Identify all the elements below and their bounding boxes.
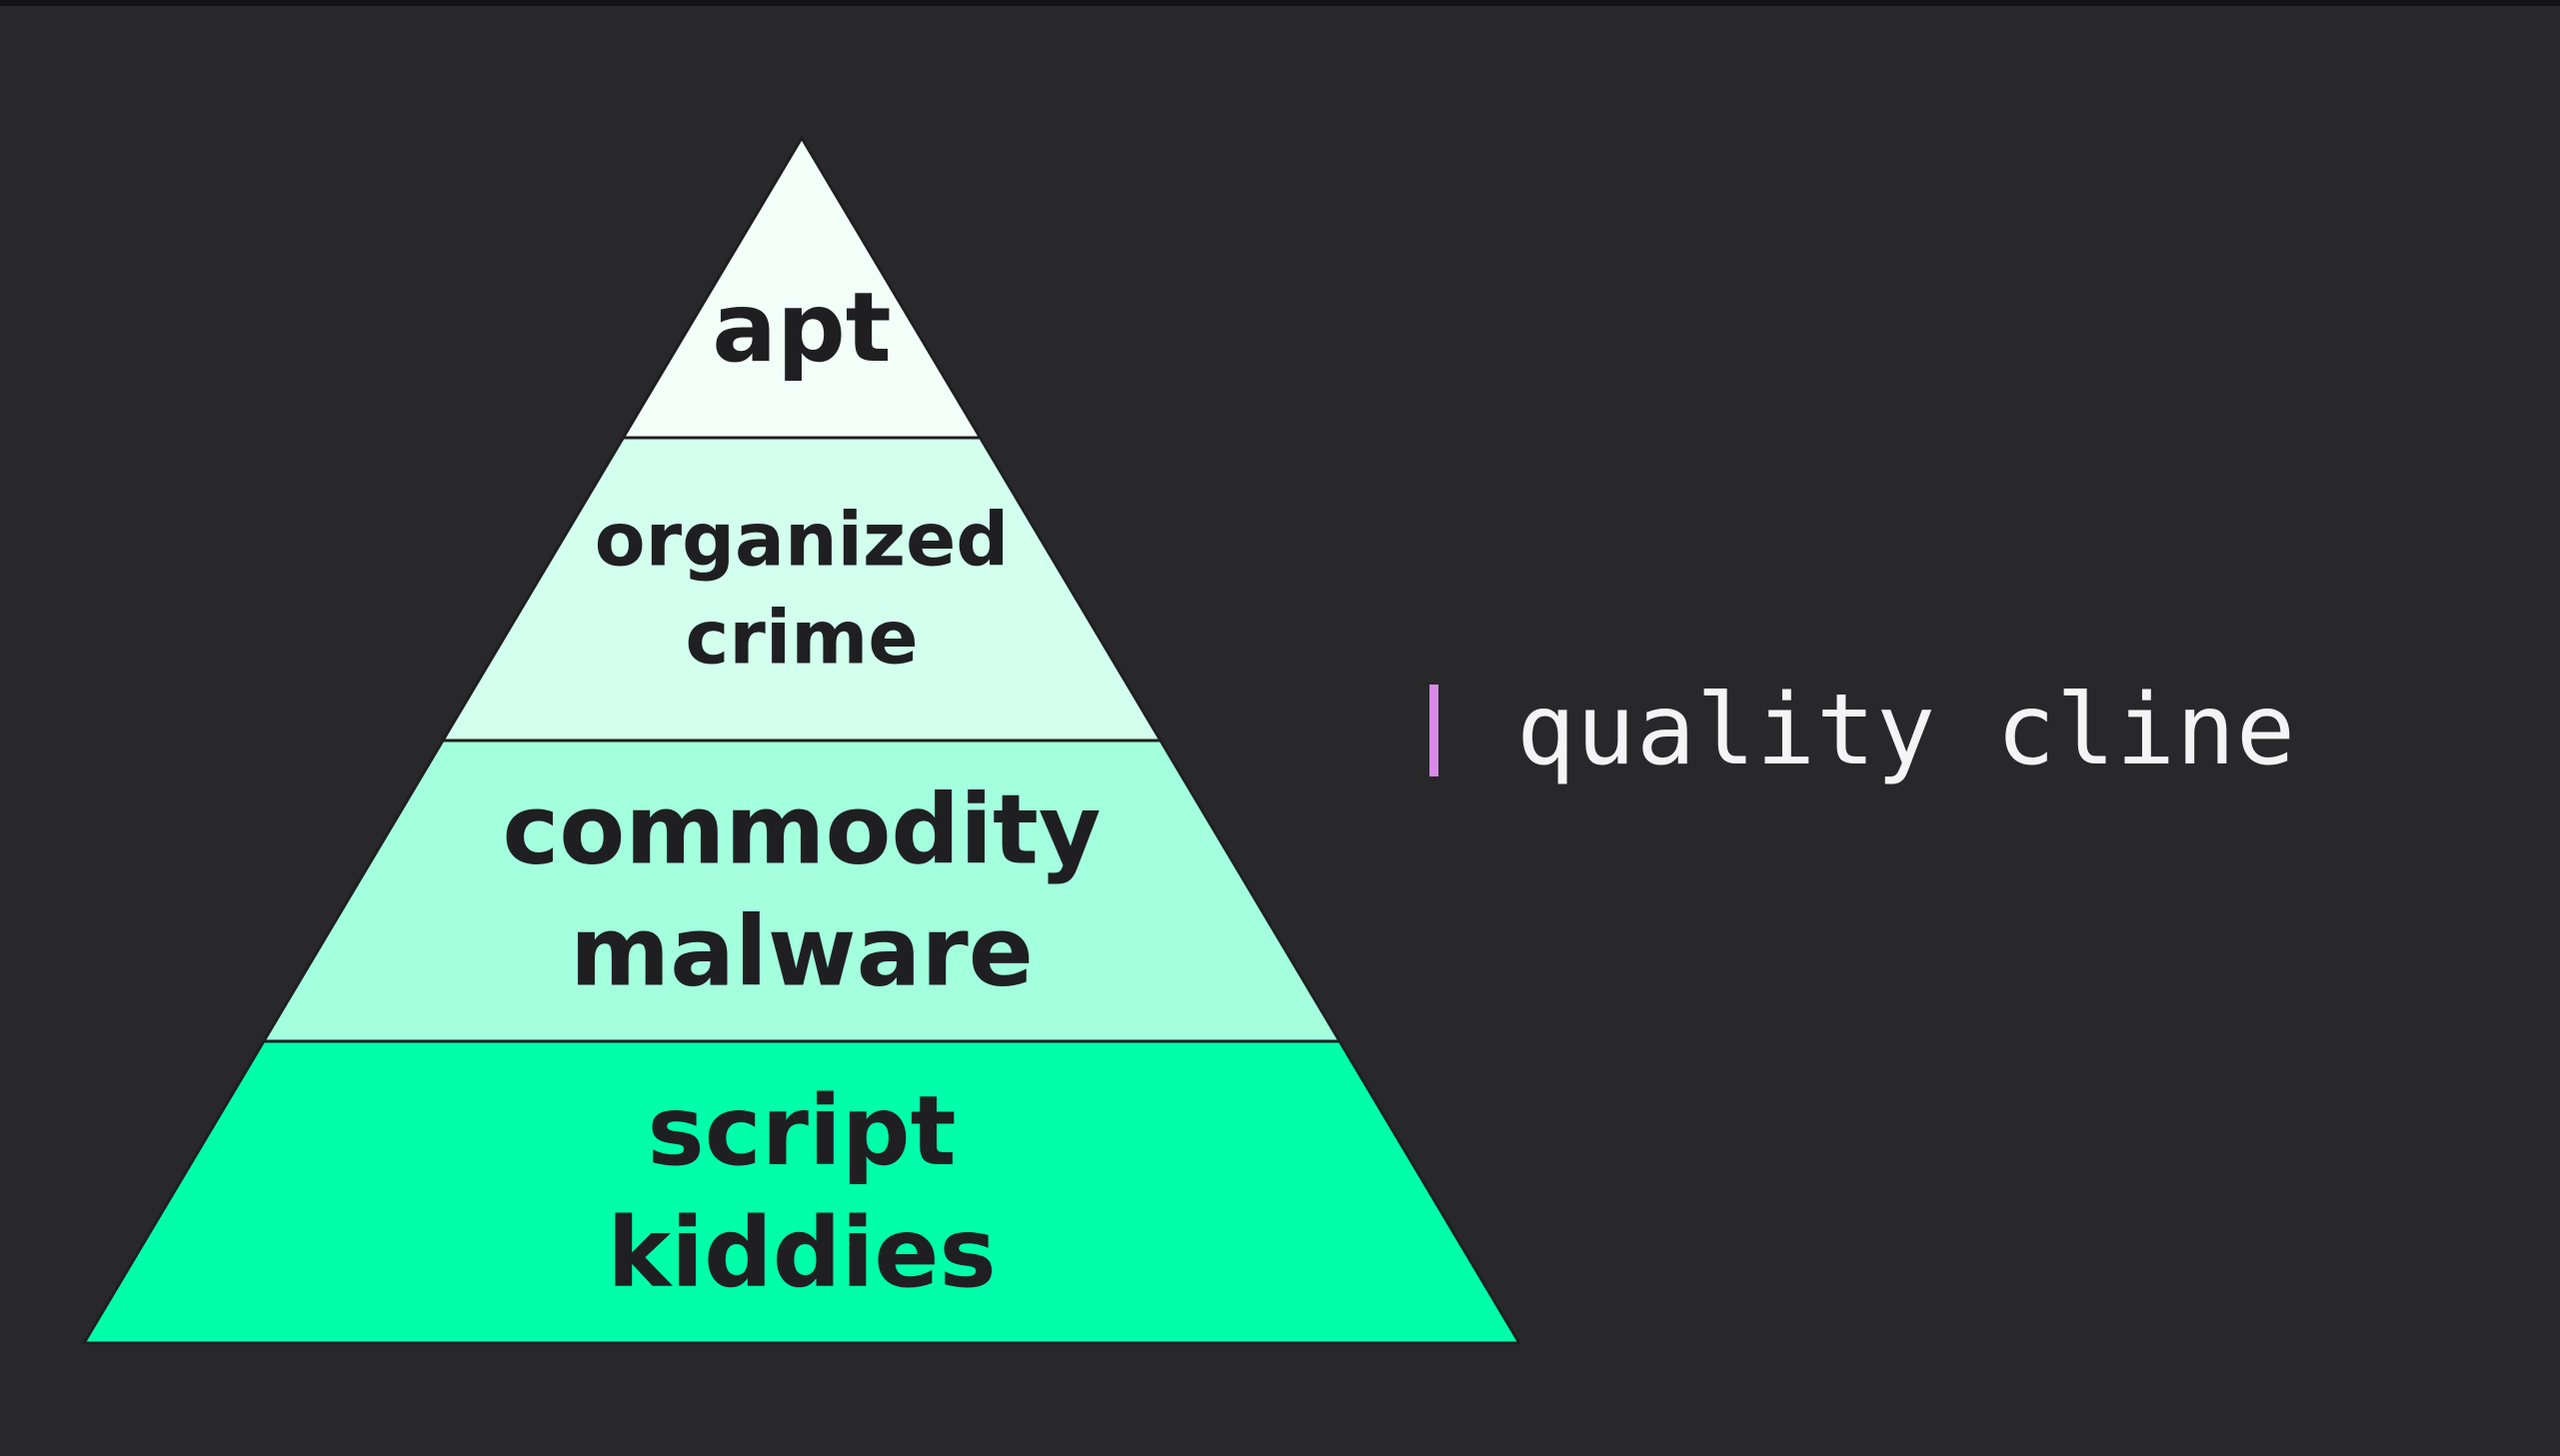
pyramid-tier-4 xyxy=(81,1039,1522,1345)
quality-cline-legend: quality cline xyxy=(1429,674,2296,787)
tier-2-label-line-1: organized xyxy=(595,498,1010,584)
pyramid-tier-2 xyxy=(440,436,1164,742)
cline-marker-bar xyxy=(1429,685,1438,776)
tier-2-label-line-2: crime xyxy=(685,596,918,682)
cline-label: quality cline xyxy=(1516,674,2297,787)
tier-3-label-line-2: malware xyxy=(570,896,1034,1008)
tier-3-label-line-1: commodity xyxy=(503,774,1102,886)
tier-4-label-line-1: script xyxy=(648,1075,957,1187)
tier-1-label-line-1: apt xyxy=(712,272,891,384)
tier-4-label-line-2: kiddies xyxy=(607,1197,996,1309)
